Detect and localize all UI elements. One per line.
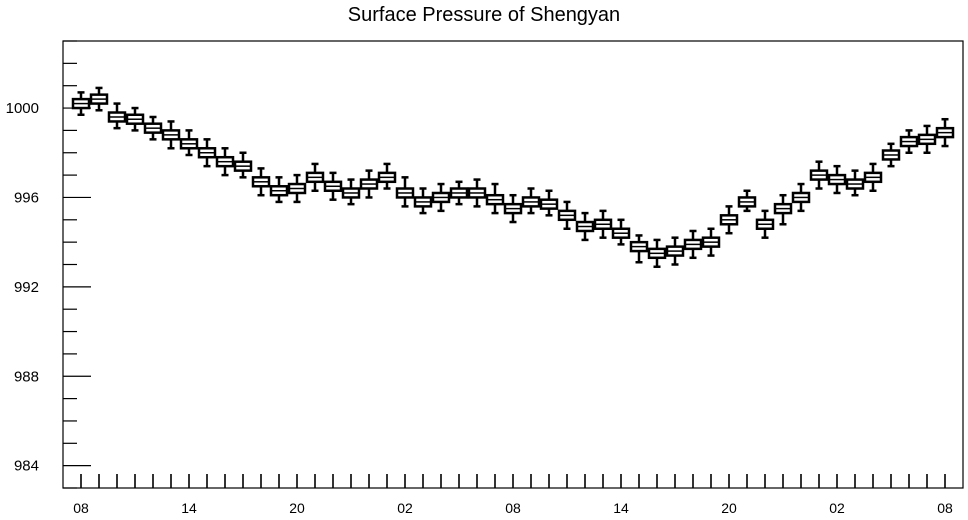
box-47 — [917, 124, 937, 154]
box-44 — [863, 162, 883, 192]
box-1 — [89, 86, 109, 112]
box-0 — [71, 91, 91, 117]
y-tick-label: 984 — [14, 458, 39, 475]
box-2 — [107, 102, 127, 130]
y-tick-label: 1000 — [6, 100, 39, 117]
box-4 — [143, 115, 163, 141]
box-7 — [197, 138, 217, 168]
box-5 — [161, 120, 181, 150]
x-tick-label: 02 — [397, 500, 413, 516]
x-tick-label: 08 — [73, 500, 89, 516]
box-27 — [557, 200, 577, 230]
box-39 — [773, 193, 793, 226]
x-axis: 08 14 20 02 08 14 20 02 08 — [73, 474, 953, 516]
box-41 — [809, 160, 829, 190]
y-tick-label: 996 — [14, 189, 39, 206]
box-32 — [647, 238, 667, 268]
box-37 — [737, 189, 757, 213]
box-22 — [467, 178, 487, 208]
x-tick-label: 14 — [613, 500, 629, 516]
x-tick-label: 08 — [505, 500, 521, 516]
x-tick-label: 14 — [181, 500, 197, 516]
box-25 — [521, 187, 541, 215]
box-29 — [593, 209, 613, 239]
box-36 — [719, 205, 739, 235]
box-31 — [629, 234, 649, 264]
x-tick-label: 08 — [937, 500, 953, 516]
box-34 — [683, 229, 703, 260]
box-20 — [431, 182, 451, 213]
box-33 — [665, 236, 685, 266]
box-42 — [827, 164, 847, 195]
box-30 — [611, 218, 631, 246]
box-3 — [125, 106, 145, 132]
box-26 — [539, 189, 559, 217]
plot-frame — [62, 40, 964, 489]
y-tick-label: 988 — [14, 368, 39, 385]
box-series — [71, 86, 955, 268]
box-24 — [503, 193, 523, 224]
y-tick-label: 992 — [14, 279, 39, 296]
box-46 — [899, 129, 919, 154]
box-16 — [359, 169, 379, 199]
box-23 — [485, 182, 505, 215]
x-tick-label: 20 — [289, 500, 305, 516]
box-43 — [845, 169, 865, 197]
box-9 — [233, 151, 253, 179]
box-28 — [575, 211, 595, 242]
x-tick-label: 02 — [829, 500, 845, 516]
box-21 — [449, 180, 469, 206]
box-15 — [341, 178, 361, 206]
box-14 — [323, 171, 343, 201]
box-12 — [287, 173, 307, 204]
box-10 — [251, 167, 271, 197]
y-axis: 984 988 992 996 1000 — [6, 40, 91, 489]
box-19 — [413, 187, 433, 215]
box-48 — [935, 117, 955, 148]
box-40 — [791, 182, 811, 213]
box-6 — [179, 129, 199, 157]
box-11 — [269, 176, 289, 204]
box-38 — [755, 209, 775, 239]
box-18 — [395, 176, 415, 208]
x-tick-label: 20 — [721, 500, 737, 516]
box-17 — [377, 162, 397, 190]
box-35 — [701, 227, 721, 257]
box-8 — [215, 147, 235, 177]
box-13 — [305, 162, 325, 192]
chart-title: Surface Pressure of Shengyan — [347, 4, 621, 26]
box-45 — [881, 142, 901, 168]
